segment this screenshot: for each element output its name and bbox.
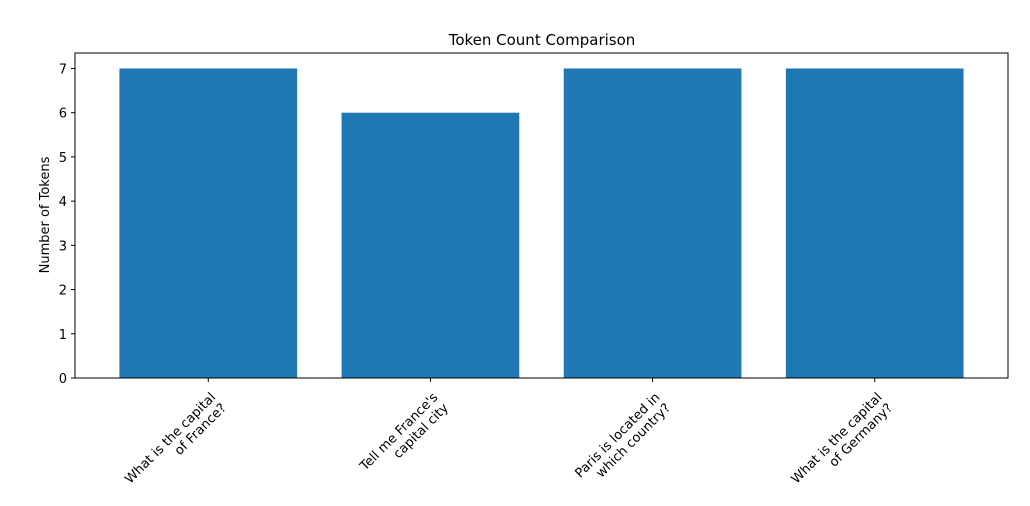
bar — [341, 112, 520, 378]
plot-frame — [74, 52, 1009, 379]
y-tick-label: 6 — [59, 107, 67, 122]
bar — [119, 68, 298, 378]
y-axis-label: Number of Tokens — [38, 156, 53, 273]
y-tick-label: 1 — [59, 328, 67, 343]
y-tick-label: 7 — [59, 62, 67, 77]
bar — [563, 68, 742, 378]
x-tick-label: What is the capitalof Germany? — [789, 390, 896, 497]
y-tick-label: 0 — [59, 372, 67, 387]
x-tick-label: What is the capitalof France? — [122, 390, 229, 497]
x-tick-label: Tell me France'scapital city — [357, 390, 452, 485]
y-tick-label: 2 — [59, 284, 67, 299]
y-tick-label: 3 — [59, 239, 67, 254]
bar — [785, 68, 964, 378]
y-tick-label: 4 — [59, 195, 67, 210]
y-tick-label: 5 — [59, 151, 67, 166]
x-tick-label: Paris is located inwhich country? — [572, 390, 674, 492]
chart-title: Token Count Comparison — [448, 31, 636, 49]
